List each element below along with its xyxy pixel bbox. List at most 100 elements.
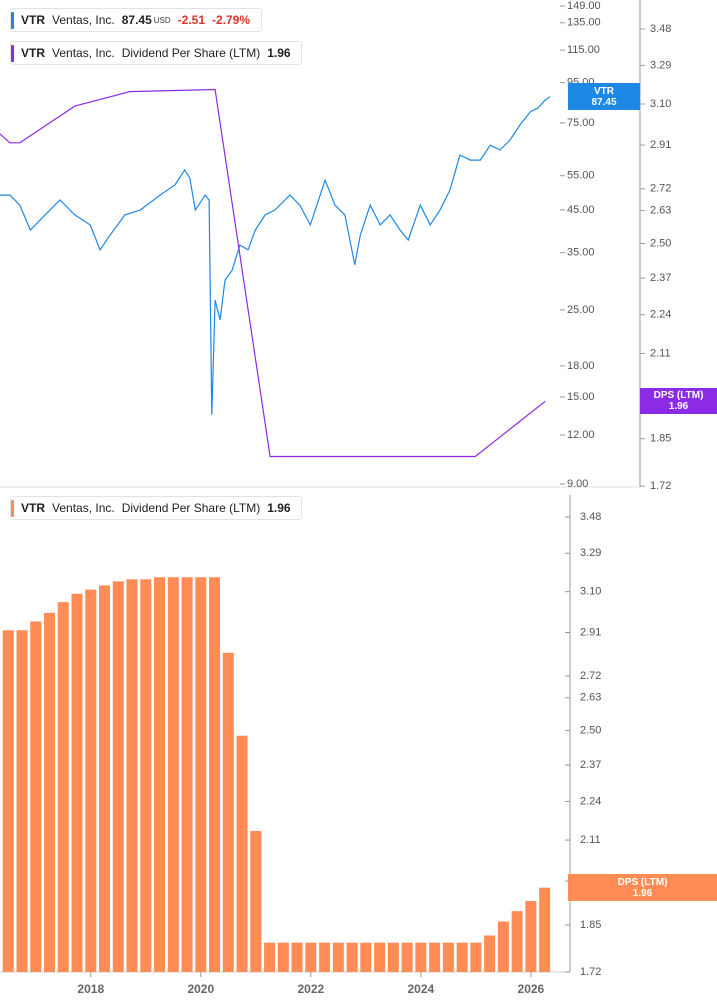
last-dps: 1.96 [267,501,291,515]
price-badge: VTR 87.45 [568,83,640,111]
bar [401,942,413,972]
x-tick-label: 2018 [77,982,104,996]
tick-label: 2.63 [580,692,601,704]
tick-label: 1.85 [650,433,671,445]
legend-swatch [11,45,14,62]
bar [140,579,152,972]
bar [539,887,551,972]
tick-label: 115.00 [567,44,600,56]
bar [415,942,427,972]
bar [16,630,28,972]
tick-label: 2.91 [580,626,601,638]
bar [346,942,358,972]
last-price: 87.45 [121,13,152,27]
bar [484,935,496,972]
ticker: VTR [21,46,45,60]
bar [442,942,454,972]
bar [30,621,42,972]
bar [429,942,441,972]
tick-label: 2.63 [650,205,671,217]
tick-label: 3.10 [580,586,601,598]
tick-label: 45.00 [567,204,595,216]
change-pct: -2.79% [212,13,251,27]
tick-label: 2.50 [650,237,671,249]
bar [57,602,69,972]
ticker: VTR [21,13,45,27]
bar [264,942,276,972]
x-tick-label: 2020 [187,982,214,996]
bar [497,921,509,972]
ticker: VTR [21,501,45,515]
tick-label: 3.29 [580,547,601,559]
tick-label: 15.00 [567,391,595,403]
bar [250,830,262,972]
series-name: Dividend Per Share (LTM) [121,46,261,60]
badge-label: DPS (LTM) [617,876,668,888]
tick-label: 2.91 [650,139,671,151]
legend-dps: VTR Ventas, Inc. Dividend Per Share (LTM… [10,41,302,65]
tick-label: 1.72 [650,480,671,492]
bar [71,593,83,972]
tick-label: 9.00 [567,478,588,490]
bar [305,942,317,972]
bar [2,630,14,972]
x-tick-label: 2024 [408,982,435,996]
badge-value: 1.96 [632,887,653,899]
tick-label: 2.24 [580,795,601,807]
tick-label: 75.00 [567,117,595,129]
tick-label: 2.50 [580,724,601,736]
bar [195,577,207,972]
bar [44,612,56,972]
badge-ticker: VTR [594,85,614,97]
bar [236,735,248,972]
tick-label: 2.72 [580,670,601,682]
bar [470,942,482,972]
tick-label: 3.48 [580,511,601,523]
line [0,96,551,415]
company: Ventas, Inc. [52,13,115,27]
series-name: Dividend Per Share (LTM) [121,501,261,515]
tick-label: 2.24 [650,309,671,321]
company: Ventas, Inc. [52,46,115,60]
tick-label: 2.37 [580,759,601,771]
change: -2.51 [177,13,205,27]
last-dps: 1.96 [267,46,291,60]
legend-swatch [11,500,14,517]
x-tick-label: 2022 [297,982,324,996]
tick-label: 55.00 [567,170,595,182]
bar [456,942,468,972]
tick-label: 1.72 [580,966,601,978]
tick-label: 2.72 [650,183,671,195]
bar [277,942,289,972]
tick-label: 2.37 [650,272,671,284]
x-tick-label: 2026 [518,982,545,996]
bar [209,577,221,972]
bar [511,911,523,972]
tick-label: 3.10 [650,98,671,110]
tick-label: 25.00 [567,304,595,316]
tick-label: 18.00 [567,360,595,372]
bar [374,942,386,972]
tick-label: 2.11 [650,347,671,359]
bar [112,581,124,972]
bar [387,942,399,972]
badge-value: 87.45 [591,96,617,108]
line [0,88,546,458]
tick-label: 3.29 [650,59,671,71]
legend-swatch [11,12,14,29]
bar [291,942,303,972]
company: Ventas, Inc. [52,501,115,515]
dps-badge: DPS (LTM) 1.96 [568,874,717,902]
bar [525,900,537,972]
tick-label: 35.00 [567,247,595,259]
tick-label: 1.85 [580,919,601,931]
legend-bars: VTR Ventas, Inc. Dividend Per Share (LTM… [10,496,302,520]
tick-label: 2.11 [580,834,601,846]
bar [360,942,372,972]
bar [332,942,344,972]
dps-badge: DPS (LTM) 1.96 [640,388,717,415]
bar [222,652,234,972]
tick-label: 3.48 [650,23,671,35]
